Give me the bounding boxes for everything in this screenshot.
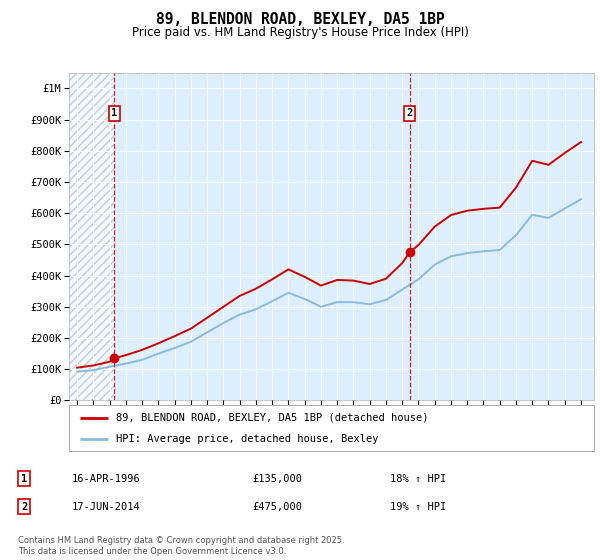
- Text: 18% ↑ HPI: 18% ↑ HPI: [390, 474, 446, 484]
- Text: 1: 1: [21, 474, 27, 484]
- Text: 19% ↑ HPI: 19% ↑ HPI: [390, 502, 446, 512]
- Text: 2: 2: [407, 109, 413, 118]
- Text: 16-APR-1996: 16-APR-1996: [72, 474, 141, 484]
- Text: 17-JUN-2014: 17-JUN-2014: [72, 502, 141, 512]
- Text: £135,000: £135,000: [252, 474, 302, 484]
- Text: £475,000: £475,000: [252, 502, 302, 512]
- Bar: [69, 73, 115, 400]
- Text: 89, BLENDON ROAD, BEXLEY, DA5 1BP: 89, BLENDON ROAD, BEXLEY, DA5 1BP: [155, 12, 445, 27]
- Text: HPI: Average price, detached house, Bexley: HPI: Average price, detached house, Bexl…: [116, 435, 379, 444]
- Text: 2: 2: [21, 502, 27, 512]
- Text: 1: 1: [111, 109, 118, 118]
- Text: 89, BLENDON ROAD, BEXLEY, DA5 1BP (detached house): 89, BLENDON ROAD, BEXLEY, DA5 1BP (detac…: [116, 413, 429, 423]
- Text: Price paid vs. HM Land Registry's House Price Index (HPI): Price paid vs. HM Land Registry's House …: [131, 26, 469, 39]
- Text: Contains HM Land Registry data © Crown copyright and database right 2025.
This d: Contains HM Land Registry data © Crown c…: [18, 536, 344, 556]
